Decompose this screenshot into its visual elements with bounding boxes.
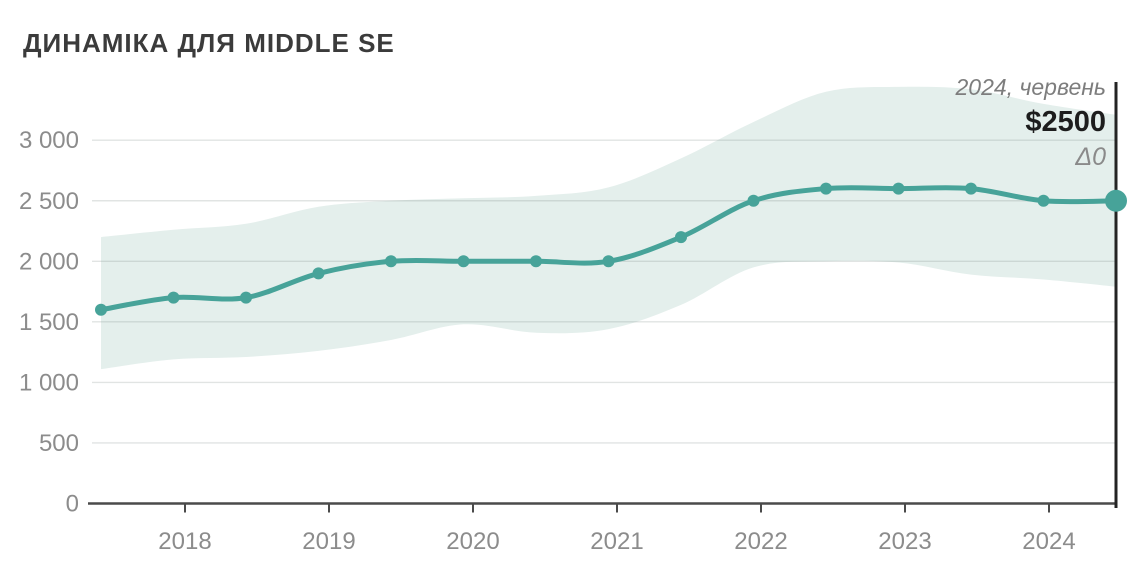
x-axis-label: 2019 xyxy=(302,528,355,555)
y-axis-label: 2 500 xyxy=(19,188,79,215)
y-axis-label: 1 500 xyxy=(19,309,79,336)
data-point[interactable] xyxy=(602,255,615,268)
data-point[interactable] xyxy=(312,267,325,280)
chart-title: ДИНАМІКА ДЛЯ MIDDLE SE xyxy=(23,28,395,58)
latest-value-label: $2500 xyxy=(1025,106,1106,138)
x-axis-label: 2024 xyxy=(1022,528,1075,555)
data-point[interactable] xyxy=(965,182,977,195)
data-point[interactable] xyxy=(747,194,760,207)
current-data-point[interactable] xyxy=(1105,189,1127,212)
x-axis-label: 2021 xyxy=(590,528,643,555)
data-point[interactable] xyxy=(1037,194,1050,207)
latest-value-annotation: 2024, червень $2500 Δ0 xyxy=(956,76,1106,170)
data-point[interactable] xyxy=(457,255,470,268)
y-axis-label: 0 xyxy=(66,491,79,518)
data-point[interactable] xyxy=(167,291,180,304)
data-point[interactable] xyxy=(675,231,687,244)
data-point[interactable] xyxy=(892,182,905,195)
y-axis-label: 500 xyxy=(39,430,79,457)
data-point[interactable] xyxy=(530,255,542,268)
y-axis-label: 2 000 xyxy=(19,248,79,275)
y-axis-label: 3 000 xyxy=(19,127,79,154)
x-axis-label: 2023 xyxy=(878,528,931,555)
latest-delta-label: Δ0 xyxy=(1075,143,1106,171)
data-point[interactable] xyxy=(95,303,107,316)
latest-period-label: 2024, червень xyxy=(955,74,1106,100)
data-point[interactable] xyxy=(385,255,397,268)
x-axis-label: 2020 xyxy=(446,528,499,555)
x-axis-label: 2018 xyxy=(158,528,211,555)
x-axis-label: 2022 xyxy=(734,528,787,555)
data-point[interactable] xyxy=(820,182,832,195)
y-axis-label: 1 000 xyxy=(19,369,79,396)
confidence-band xyxy=(101,86,1116,370)
data-point[interactable] xyxy=(240,291,252,304)
